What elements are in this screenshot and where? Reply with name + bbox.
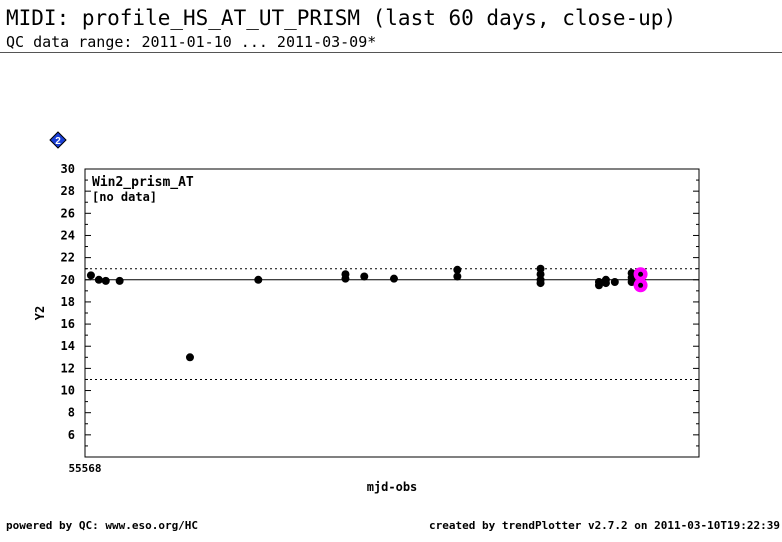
page-title: MIDI: profile_HS_AT_UT_PRISM (last 60 da… [6, 6, 677, 30]
highlighted-point [638, 282, 644, 288]
data-point [610, 277, 619, 286]
data-point [536, 279, 545, 288]
header-divider [0, 52, 782, 53]
badge-diamond-icon [49, 131, 67, 149]
y-tick-label: 10 [61, 384, 75, 398]
data-point [115, 276, 124, 285]
footer-powered-by: powered by QC: www.eso.org/HC [6, 519, 199, 532]
x-tick-label: 55568 [68, 462, 101, 475]
data-point [601, 275, 610, 284]
data-point [360, 272, 369, 281]
data-point [185, 353, 194, 362]
y-tick-label: 14 [61, 339, 75, 353]
y-tick-label: 18 [61, 295, 75, 309]
y-axis-label: Y2 [33, 306, 47, 320]
y-tick-label: 16 [61, 317, 75, 331]
y-tick-label: 6 [68, 428, 75, 442]
data-point [536, 264, 545, 273]
data-point [389, 274, 398, 283]
data-point [627, 277, 636, 286]
panel-number-badge[interactable]: 2 [49, 131, 67, 149]
y-tick-label: 22 [61, 251, 75, 265]
data-point [101, 276, 110, 285]
data-point [341, 274, 350, 283]
data-point [94, 275, 103, 284]
y-tick-label: 26 [61, 206, 75, 220]
qc-data-range: QC data range: 2011-01-10 ... 2011-03-09… [6, 33, 377, 51]
y-tick-label: 8 [68, 406, 75, 420]
data-points [86, 264, 648, 362]
no-data-label: [no data] [92, 190, 157, 204]
footer-created-by: created by trendPlotter v2.7.2 on 2011-0… [429, 519, 780, 532]
x-axis-label: mjd-obs [367, 480, 418, 494]
data-point [86, 271, 95, 280]
data-point [594, 277, 603, 286]
y-axis: 6 8 10 12 14 16 18 20 22 24 26 28 30 [61, 162, 699, 458]
data-point [536, 270, 545, 279]
y-tick-label: 12 [61, 361, 75, 375]
data-point [453, 265, 462, 274]
data-point [254, 275, 263, 284]
series-name-label: Win2_prism_AT [92, 175, 194, 190]
highlighted-point [638, 271, 644, 277]
y-tick-label: 24 [61, 228, 75, 242]
data-point [453, 272, 462, 281]
y-tick-label: 28 [61, 184, 75, 198]
plot-frame [84, 168, 700, 458]
y-tick-label: 30 [61, 162, 75, 176]
badge-number: 2 [55, 136, 61, 147]
y-tick-label: 20 [61, 273, 75, 287]
